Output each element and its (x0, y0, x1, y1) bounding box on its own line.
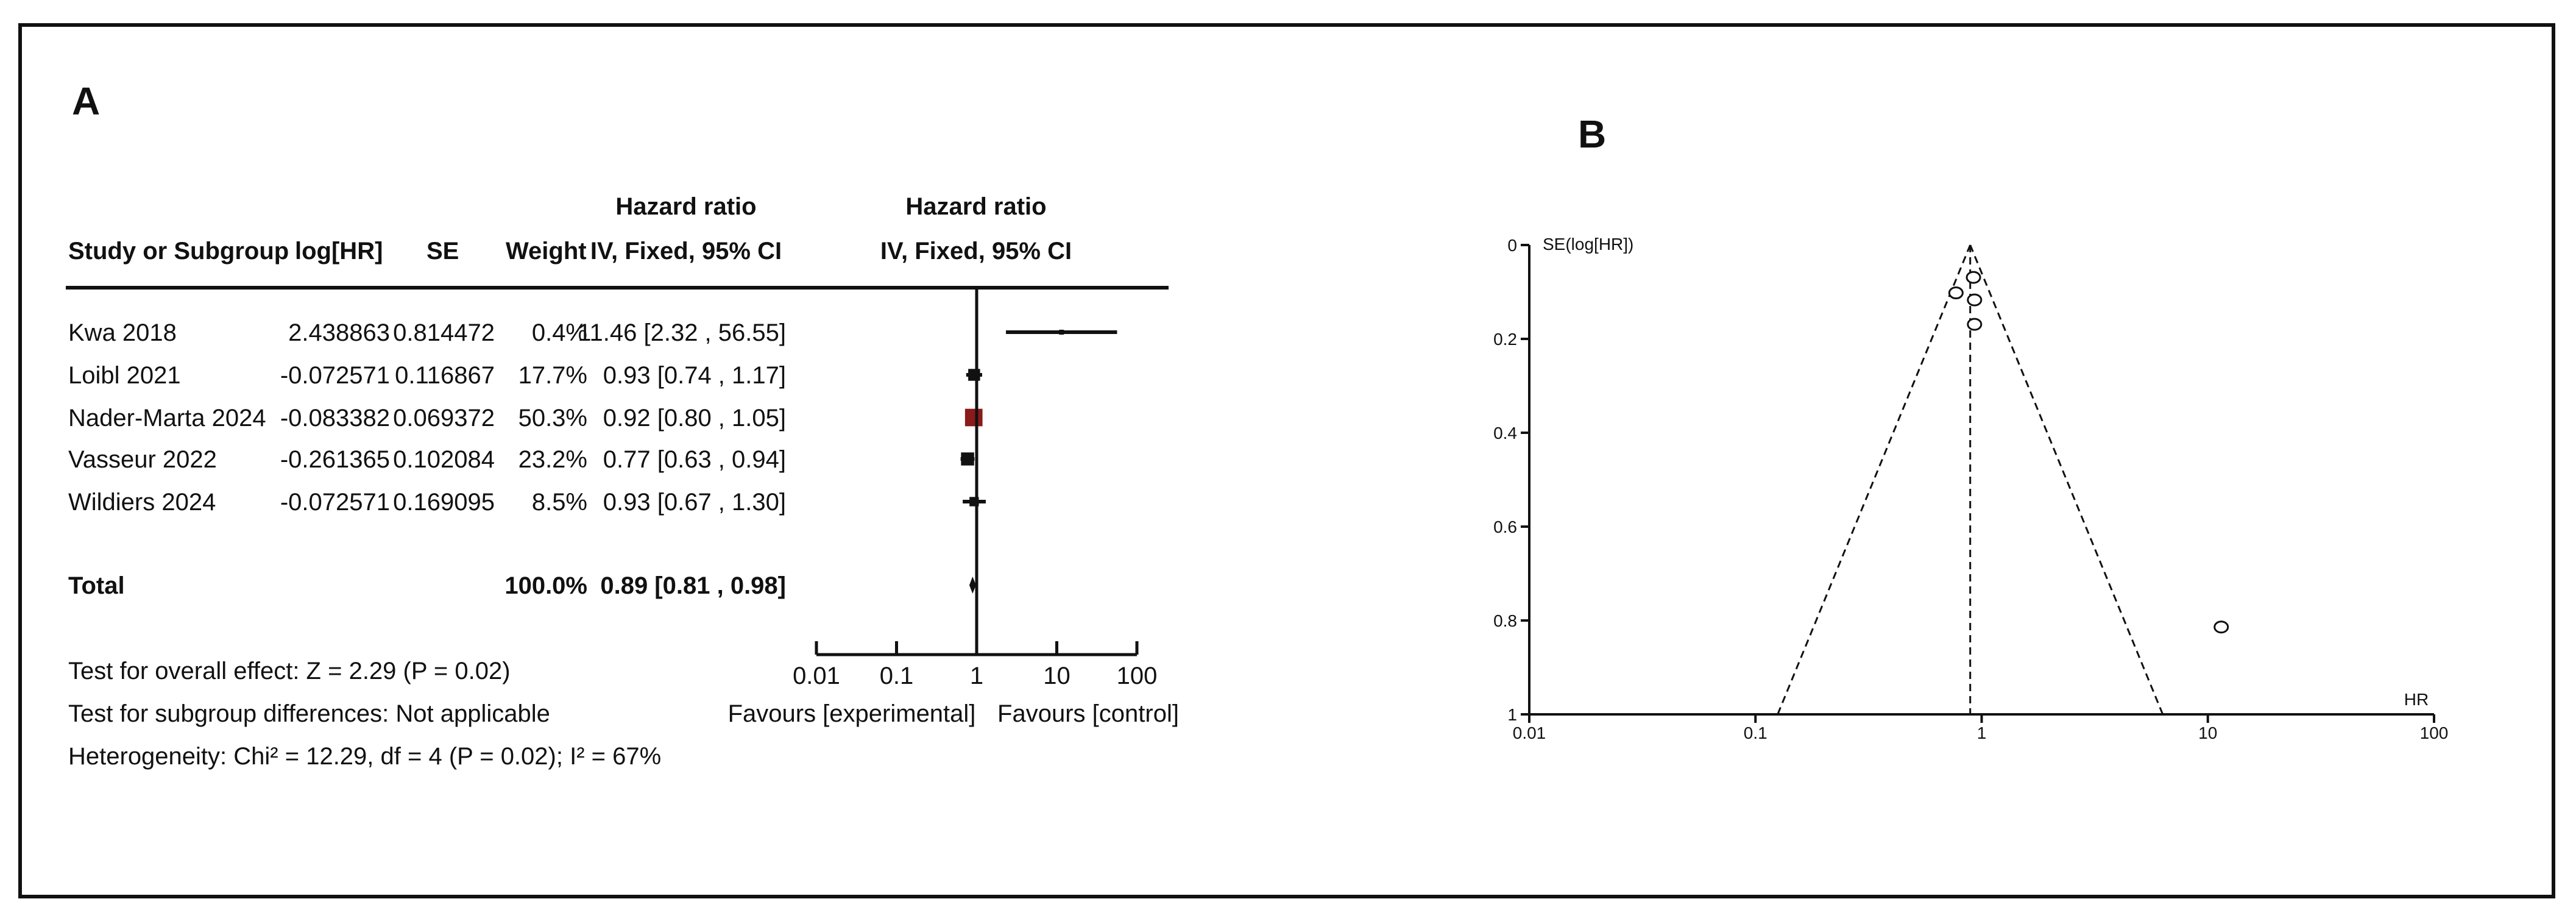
forest-table-header: Study or Subgroup log[HR] SE Weight Haza… (68, 193, 1072, 265)
funnel-right-limit (1969, 244, 2164, 715)
study-se: 0.102084 (393, 446, 495, 473)
x-tick-label: 10 (1043, 663, 1070, 689)
figure-frame (18, 23, 2555, 898)
header-plot-bottom: IV, Fixed, 95% CI (880, 238, 1072, 265)
study-ci: 11.46 [2.32 , 56.55] (578, 319, 786, 346)
funnel-study-point (1966, 271, 1981, 284)
x-tick-label: 0.01 (793, 663, 840, 689)
study-marker (968, 369, 980, 381)
study-weight: 8.5% (532, 489, 587, 516)
total-weight: 100.0% (504, 572, 587, 599)
header-se: SE (426, 238, 459, 265)
study-se: 0.116867 (395, 362, 495, 389)
study-weight: 23.2% (518, 446, 587, 473)
forest-footer: Test for overall effect: Z = 2.29 (P = 0… (68, 658, 661, 770)
funnel-study-point (1948, 286, 1964, 300)
study-marker (964, 408, 983, 427)
header-loghr: log[HR] (295, 238, 383, 265)
header-weight: Weight (506, 238, 587, 265)
funnel-y-tick-label: 0.2 (1493, 330, 1517, 349)
funnel-x-axis-label: HR (2404, 690, 2429, 709)
funnel-x-tick-label: 0.01 (1513, 723, 1546, 742)
funnel-x-tick-label: 10 (2198, 723, 2217, 742)
study-loghr: -0.072571 (280, 489, 390, 516)
forest-plot-panel: A Study or Subgroup log[HR] SE Weight Ha… (66, 79, 1179, 770)
funnel-plot-area: 00.20.40.60.810.01 0.1 1 10 100 (1493, 236, 2448, 742)
study-ci: 0.77 [0.63 , 0.94] (603, 446, 786, 473)
funnel-y-axis-label: SE(log[HR]) (1543, 235, 1633, 254)
forest-plot-area: 0.01 0.1 1 10 100 Favours [experimental] Favou… (728, 288, 1179, 727)
funnel-y-tick-label: 0.8 (1493, 611, 1517, 630)
funnel-plot-panel: B SE(log[HR]) HR 00.20.40.60.810.01 0.1 1 1… (1493, 112, 2448, 742)
favours-left-label: Favours [experimental] (728, 700, 976, 727)
study-name: Wildiers 2024 (68, 489, 216, 516)
study-se: 0.169095 (393, 489, 495, 516)
funnel-y-tick-label: 0.6 (1493, 517, 1517, 536)
study-name: Vasseur 2022 (68, 446, 217, 473)
x-tick-label: 1 (970, 663, 983, 689)
funnel-x-tick-label: 1 (1977, 723, 1987, 742)
funnel-y-tick-label: 0.4 (1493, 424, 1517, 443)
study-ci: 0.93 [0.67 , 1.30] (603, 489, 786, 516)
study-loghr: 2.438863 (288, 319, 390, 346)
study-se: 0.814472 (393, 319, 495, 346)
total-ci: 0.89 [0.81 , 0.98] (600, 572, 786, 599)
funnel-x-tick-label: 100 (2420, 723, 2449, 742)
study-loghr: -0.083382 (280, 405, 390, 432)
funnel-left-limit (1777, 244, 1972, 715)
total-label: Total (68, 572, 125, 599)
study-marker (1059, 329, 1064, 335)
header-ci-top: Hazard ratio (615, 193, 756, 220)
x-tick-label: 100 (1117, 663, 1158, 689)
panel-label-b: B (1578, 112, 1606, 156)
footer-subgroup-diff: Test for subgroup differences: Not appli… (68, 700, 550, 727)
study-se: 0.069372 (393, 405, 495, 432)
footer-overall-effect: Test for overall effect: Z = 2.29 (P = 0… (68, 658, 511, 684)
study-rows: Kwa 2018 2.438863 0.814472 0.4%11.46 [2.32 … (68, 319, 786, 599)
favours-right-label: Favours [control] (997, 700, 1179, 727)
study-marker (961, 452, 974, 466)
study-ci: 0.93 [0.74 , 1.17] (603, 362, 786, 389)
study-loghr: -0.072571 (280, 362, 390, 389)
funnel-study-point (2213, 620, 2229, 634)
panel-label-a: A (72, 79, 100, 123)
funnel-y-tick-label: 1 (1507, 705, 1517, 724)
funnel-y-tick-label: 0 (1507, 236, 1517, 255)
study-weight: 17.7% (518, 362, 587, 389)
study-name: Loibl 2021 (68, 362, 181, 389)
header-ci-bottom: IV, Fixed, 95% CI (590, 238, 782, 265)
funnel-study-point (1967, 293, 1983, 307)
study-name: Kwa 2018 (68, 319, 177, 346)
study-ci: 0.92 [0.80 , 1.05] (603, 405, 786, 432)
study-weight: 50.3% (518, 405, 587, 432)
footer-heterogeneity: Heterogeneity: Chi² = 12.29, df = 4 (P =… (68, 743, 661, 770)
header-plot-top: Hazard ratio (905, 193, 1046, 220)
pooled-diamond (969, 577, 976, 594)
study-weight: 0.4% (532, 319, 587, 346)
study-loghr: -0.261365 (280, 446, 390, 473)
study-name: Nader-Marta 2024 (68, 405, 266, 432)
funnel-study-point (1967, 318, 1983, 331)
header-study: Study or Subgroup (68, 238, 289, 265)
x-tick-label: 0.1 (880, 663, 914, 689)
funnel-x-tick-label: 0.1 (1744, 723, 1767, 742)
